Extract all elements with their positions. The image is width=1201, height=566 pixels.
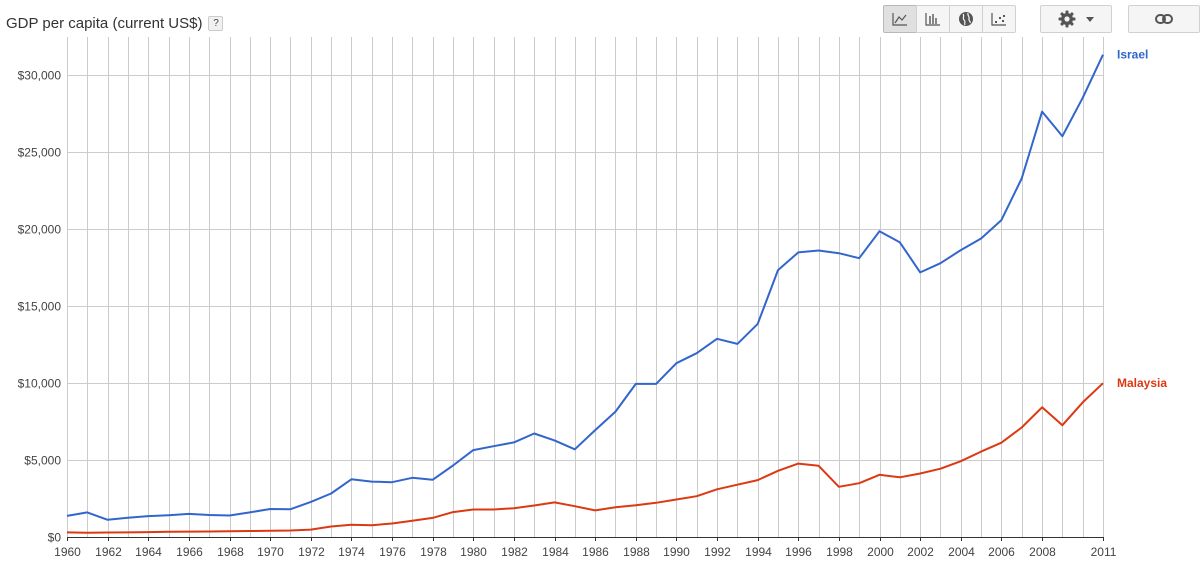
series-label-israel: Israel: [1117, 48, 1148, 62]
x-tick-label: 2006: [988, 545, 1015, 559]
x-tick-label: 1974: [338, 545, 365, 559]
globe-icon: [959, 12, 973, 26]
x-tick-label: 1960: [54, 545, 81, 559]
x-tick-label: 1976: [379, 545, 406, 559]
x-tick-label: 1984: [542, 545, 569, 559]
link-button[interactable]: [1128, 5, 1200, 33]
y-tick-label: $10,000: [18, 377, 62, 391]
chart-grid: [67, 37, 1104, 538]
chart-type-toolbar: [883, 5, 1016, 33]
x-tick-label: 1966: [176, 545, 203, 559]
chart-axes: $0 $5,000 $10,000 $15,000 $20,000 $25,000 $30,…: [18, 69, 1117, 560]
y-tick-label: $0: [48, 531, 62, 545]
x-tick-label: 1998: [826, 545, 853, 559]
y-tick-label: $5,000: [24, 454, 61, 468]
x-tick-label: 1988: [623, 545, 650, 559]
scatter-chart-button[interactable]: [982, 5, 1016, 33]
x-tick-label: 1986: [582, 545, 609, 559]
x-tick-label: 1982: [501, 545, 528, 559]
y-tick-label: $20,000: [18, 223, 62, 237]
x-tick-label: 2004: [948, 545, 975, 559]
settings-button[interactable]: [1040, 5, 1112, 33]
y-tick-label: $25,000: [18, 146, 62, 160]
caret-down-icon: [1086, 16, 1094, 22]
bar-chart-icon: [925, 13, 940, 26]
x-tick-label: 1962: [95, 545, 122, 559]
y-tick-label: $15,000: [18, 300, 62, 314]
chart-title: GDP per capita (current US$): [6, 14, 203, 32]
help-button[interactable]: ?: [208, 15, 224, 31]
x-tick-label: 2008: [1029, 545, 1056, 559]
x-tick-label: 1964: [135, 545, 162, 559]
series-label-malaysia: Malaysia: [1117, 376, 1167, 390]
x-tick-label: 1992: [704, 545, 731, 559]
chart-header: GDP per capita (current US$) ?: [6, 12, 224, 34]
series-line-israel: [66, 54, 1104, 521]
x-tick-label: 1980: [460, 545, 487, 559]
chart-series: [66, 54, 1104, 534]
x-tick-label: 1968: [217, 545, 244, 559]
bar-chart-button[interactable]: [916, 5, 950, 33]
x-tick-label: 1972: [298, 545, 325, 559]
scatter-chart-icon: [991, 13, 1006, 26]
x-tick-label: 1990: [663, 545, 690, 559]
gear-icon: [1058, 10, 1076, 28]
link-icon: [1155, 14, 1173, 24]
x-tick-label: 2002: [907, 545, 934, 559]
x-tick-label: 2011: [1091, 545, 1117, 559]
series-line-malaysia: [66, 382, 1104, 534]
x-tick-label: 1978: [420, 545, 447, 559]
series-labels: Israel Malaysia: [1117, 48, 1167, 390]
x-tick-label: 1996: [785, 545, 812, 559]
x-tick-label: 1970: [257, 545, 284, 559]
line-chart-icon: [892, 13, 907, 26]
x-tick-label: 1994: [745, 545, 772, 559]
x-tick-label: 2000: [867, 545, 894, 559]
y-tick-label: $30,000: [18, 69, 62, 83]
